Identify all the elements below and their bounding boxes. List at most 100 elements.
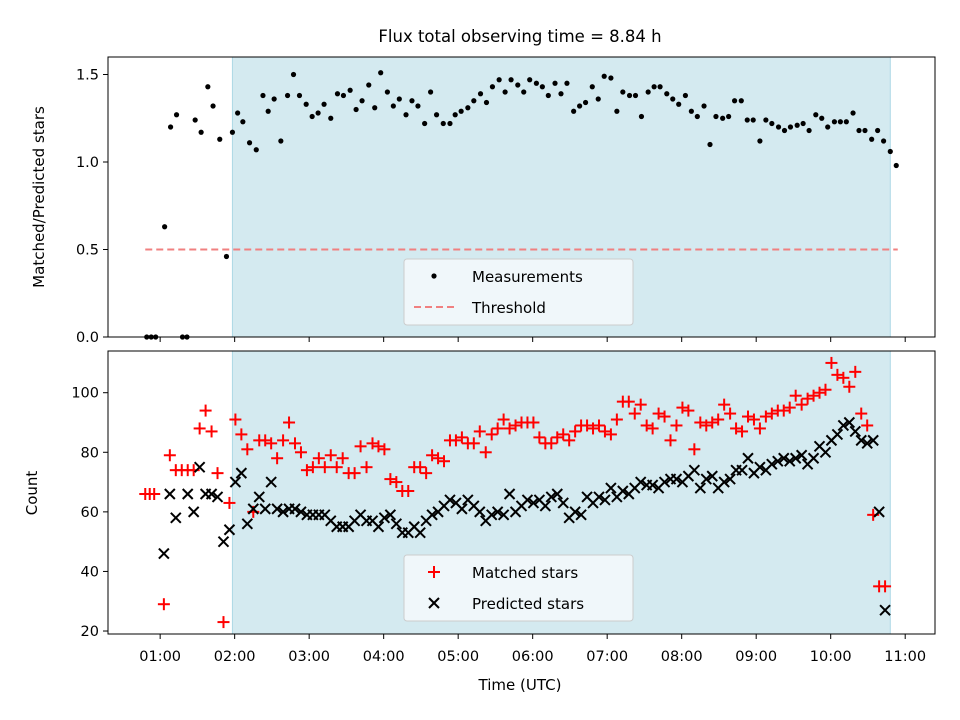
matched-star-point: [336, 452, 349, 465]
matched-star-point: [813, 386, 826, 399]
predicted-star-point: [736, 464, 748, 476]
matched-star-point: [676, 401, 689, 414]
measurement-point: [296, 92, 303, 99]
measurement-point: [265, 108, 271, 114]
matched-star-point: [670, 419, 683, 432]
matched-star-point: [765, 407, 778, 420]
predicted-star-point: [569, 506, 581, 518]
matched-star-point: [587, 422, 600, 435]
measurement-point: [571, 108, 577, 114]
measurement-point: [359, 98, 365, 104]
predicted-star-point: [485, 509, 498, 521]
measurement-point: [515, 82, 521, 88]
matched-star-point: [592, 419, 605, 432]
matched-star-point: [148, 487, 161, 500]
predicted-star-point: [384, 509, 397, 521]
matched-star-point: [217, 616, 230, 629]
matched-star-point: [646, 422, 659, 435]
predicted-star-point: [605, 482, 617, 494]
bottom-y-axis-label: Count: [23, 471, 41, 516]
measurement-point: [527, 77, 533, 83]
matched-star-point: [157, 598, 170, 611]
measurement-point: [496, 77, 502, 83]
matched-star-point: [741, 410, 754, 423]
measurement-point: [664, 91, 670, 97]
x-tick-label: 11:00: [884, 649, 926, 665]
measurement-point: [334, 91, 341, 97]
predicted-star-point: [426, 509, 438, 521]
predicted-star-point: [247, 503, 259, 515]
measurement-point: [223, 253, 230, 260]
matched-star-point: [736, 425, 749, 438]
predicted-star-point: [414, 527, 426, 539]
measurement-point: [246, 140, 253, 146]
predicted-star-point: [241, 518, 254, 530]
measurement-point: [340, 92, 347, 99]
legend-measurements-label: Measurements: [472, 268, 583, 286]
predicted-star-point: [187, 506, 200, 518]
measurement-point: [192, 117, 198, 123]
predicted-star-point: [491, 506, 504, 518]
predicted-star-point: [211, 491, 224, 503]
measurement-point: [489, 84, 496, 90]
predicted-star-point: [718, 476, 730, 488]
predicted-star-point: [617, 485, 629, 497]
y-tick-label: 0.5: [76, 243, 99, 259]
matched-star-point: [604, 428, 617, 441]
bottom-x-axis: 01:00 02:00 03:00 04:00 05:00 06:00 07:00 08:00…: [139, 634, 926, 665]
predicted-star-point: [551, 488, 563, 500]
measurement-point: [483, 99, 490, 106]
matched-star-point: [283, 416, 296, 429]
matched-star-point: [467, 437, 480, 450]
measurement-point: [533, 80, 540, 86]
y-tick-label: 100: [71, 386, 99, 402]
matched-star-point: [229, 413, 242, 426]
measurement-point: [769, 120, 775, 127]
measurement-point: [657, 84, 663, 90]
predicted-star-point: [503, 488, 516, 500]
measurement-point: [794, 122, 800, 128]
matched-star-point: [557, 428, 570, 441]
measurement-point: [713, 113, 719, 120]
matched-star-point: [235, 428, 248, 441]
measurement-point: [198, 129, 204, 135]
measurement-point: [682, 92, 689, 99]
matched-star-point: [551, 431, 564, 444]
measurement-point: [409, 98, 415, 104]
predicted-star-point: [182, 488, 194, 500]
matched-star-point: [455, 431, 468, 444]
measurement-point: [384, 89, 390, 95]
predicted-star-point: [235, 467, 248, 479]
matched-star-point: [694, 416, 707, 429]
y-tick-label: 1.0: [76, 155, 99, 171]
matched-star-point: [259, 434, 272, 447]
measurement-point: [422, 120, 428, 127]
predicted-star-point: [164, 488, 176, 500]
measurement-point: [856, 127, 862, 134]
measurement-point: [806, 127, 812, 134]
bottom-data-marks: [139, 356, 892, 629]
matched-star-point: [318, 461, 331, 474]
predicted-star-point: [706, 470, 718, 482]
matched-star-point: [324, 449, 337, 462]
top-y-axis-label: Matched/Predicted stars: [30, 106, 48, 288]
x-tick-label: 10:00: [810, 649, 852, 665]
matched-star-point: [438, 455, 451, 468]
measurement-point: [887, 148, 893, 155]
measurement-point: [328, 115, 334, 121]
y-tick-label: 80: [81, 445, 99, 461]
predicted-star-point: [754, 461, 766, 473]
measurement-point: [309, 113, 315, 120]
measurement-point: [390, 103, 396, 109]
measurement-point: [632, 92, 639, 99]
predicted-star-point: [658, 476, 671, 488]
matched-star-point: [277, 434, 290, 447]
measurement-point: [440, 120, 446, 127]
predicted-star-point: [229, 476, 242, 488]
measurement-point: [539, 84, 545, 90]
measurement-point: [545, 92, 551, 99]
predicted-star-point: [807, 452, 820, 464]
matched-star-point: [724, 407, 737, 420]
matched-star-point: [223, 496, 236, 509]
measurement-point: [880, 138, 887, 144]
